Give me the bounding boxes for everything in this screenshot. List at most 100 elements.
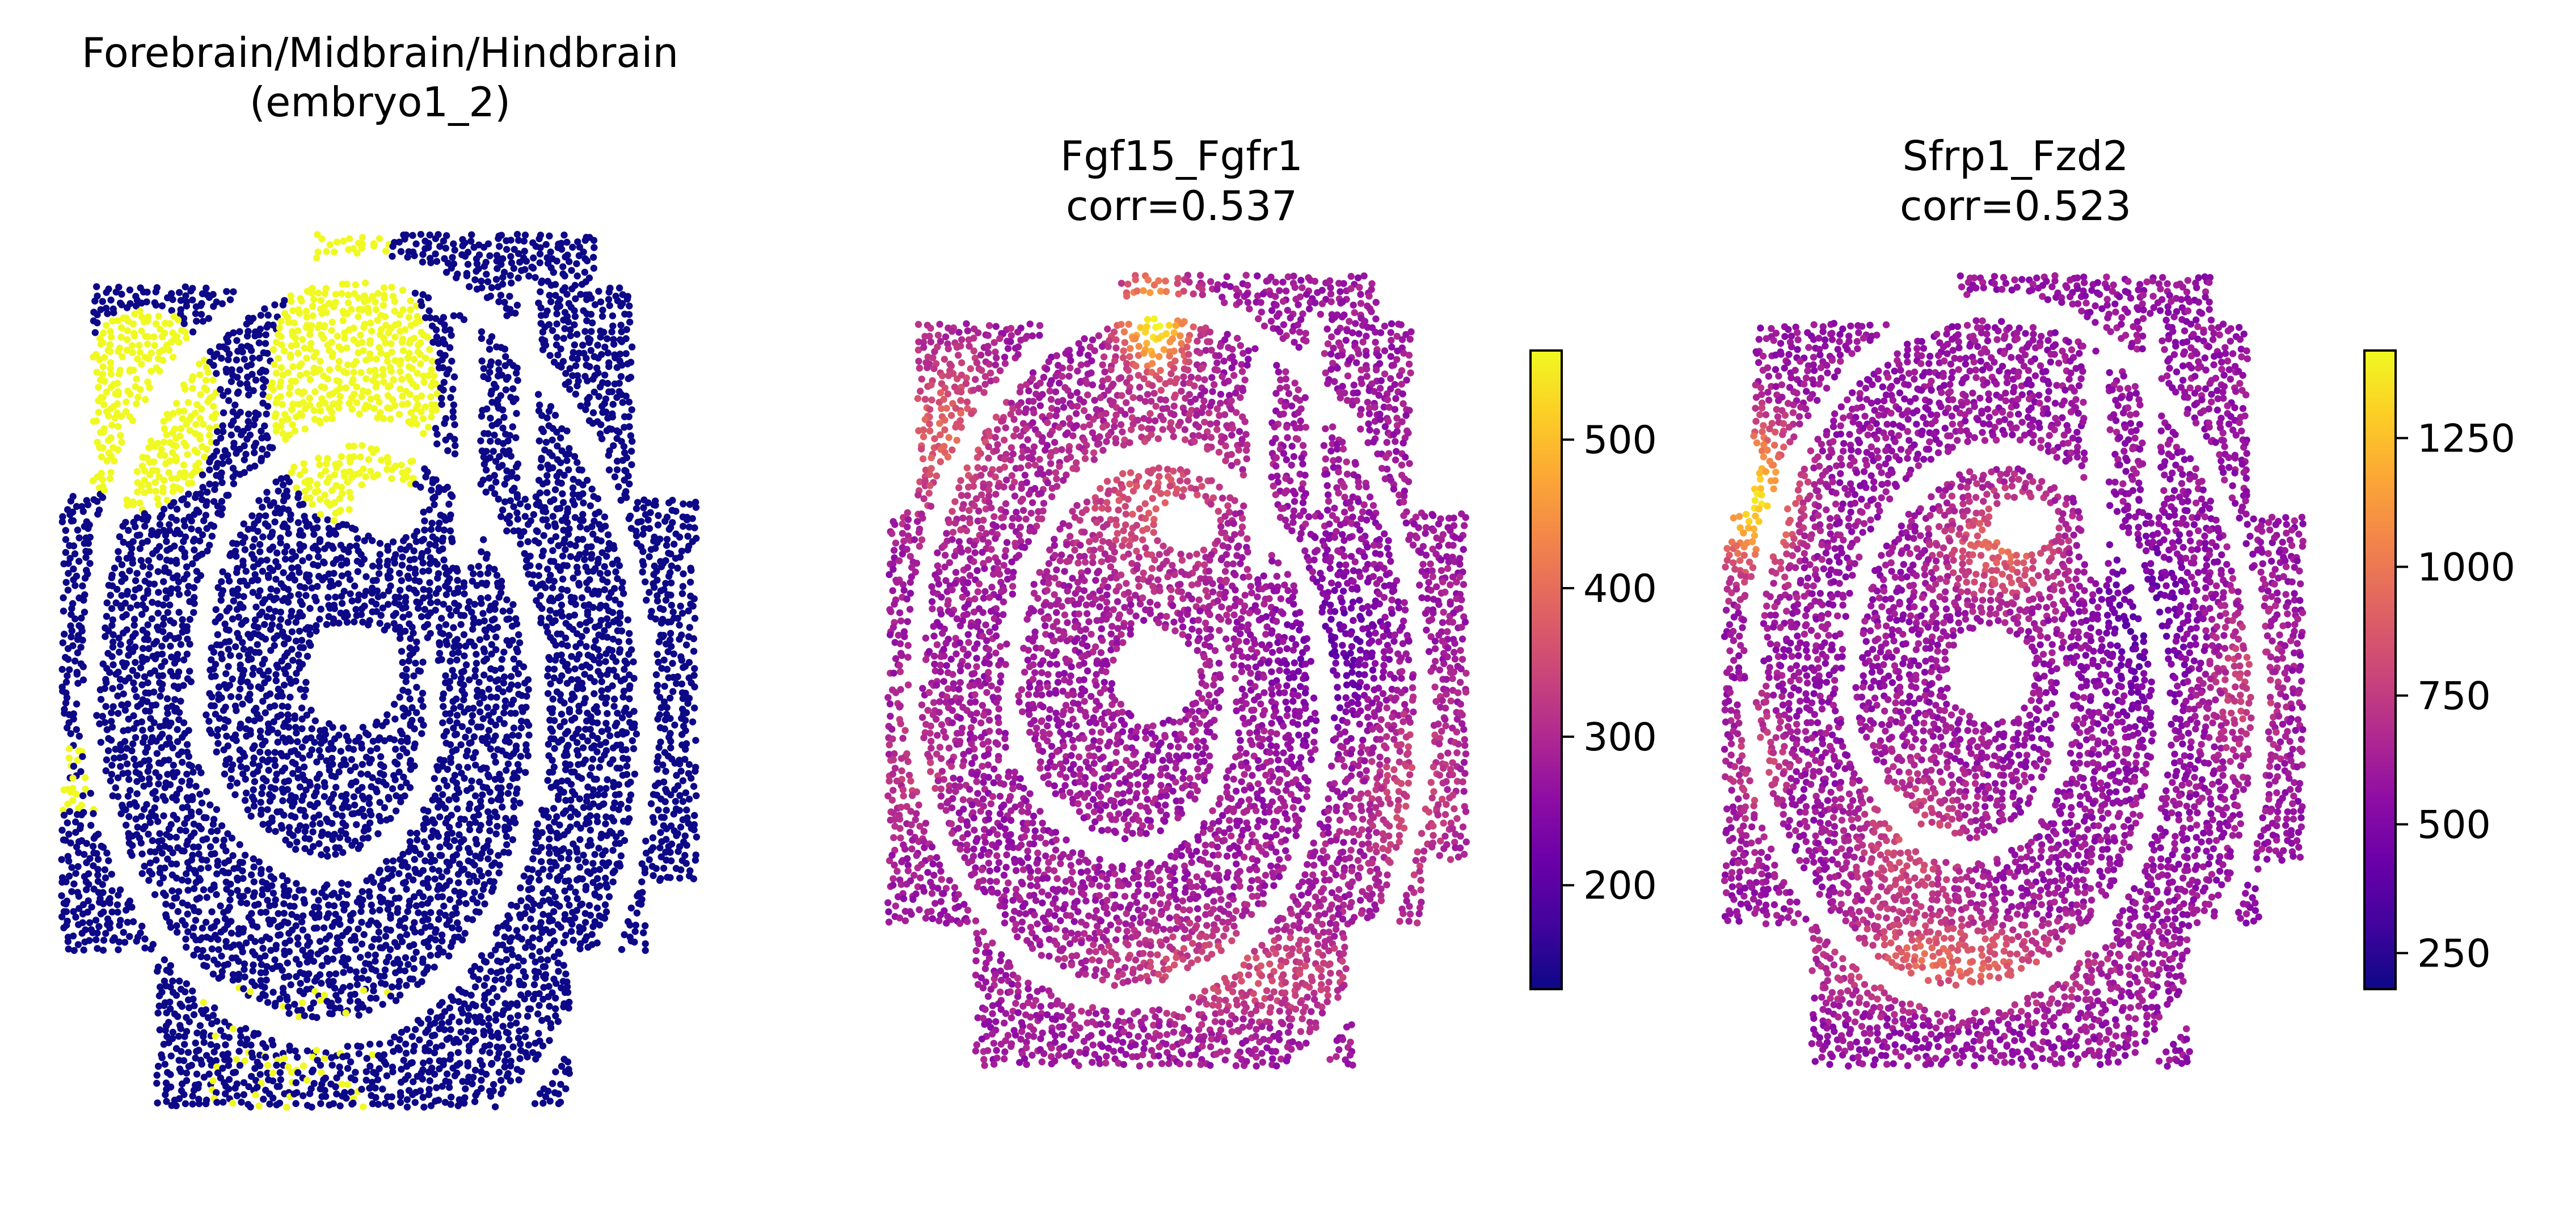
spot [335, 358, 343, 365]
spot [680, 500, 687, 508]
spot [145, 333, 152, 340]
spot [455, 763, 462, 771]
spot [222, 670, 230, 678]
spot [220, 746, 227, 754]
spot [601, 586, 609, 593]
spot [399, 347, 407, 354]
spot [256, 541, 264, 548]
spot [557, 434, 564, 442]
spot [439, 791, 446, 799]
spot [247, 361, 255, 369]
spot [496, 243, 503, 250]
spot [503, 841, 511, 848]
spot [435, 784, 442, 792]
spot [214, 726, 222, 733]
spot [150, 689, 158, 696]
spot [301, 405, 309, 412]
spot [419, 658, 427, 666]
spot [159, 620, 167, 628]
spot [446, 685, 453, 692]
spot [558, 601, 566, 609]
spot [543, 414, 551, 421]
spot [284, 619, 292, 626]
spot [431, 775, 438, 782]
spot [568, 267, 575, 274]
spot [574, 555, 581, 562]
spot [231, 401, 239, 409]
spot [139, 727, 146, 734]
spot [682, 745, 689, 753]
spot [197, 391, 204, 398]
spot [174, 673, 181, 680]
spot [177, 425, 185, 432]
spot [158, 759, 165, 767]
spot [203, 814, 210, 822]
spot [591, 301, 599, 309]
spot [460, 836, 467, 843]
spot [553, 334, 560, 341]
spot [549, 584, 556, 592]
spot [313, 627, 320, 635]
spot [330, 400, 338, 408]
spot [303, 522, 311, 530]
spot [389, 866, 397, 873]
spot [65, 754, 73, 762]
spot [503, 375, 511, 383]
spot [125, 526, 132, 534]
spot [633, 505, 640, 512]
spot [350, 390, 358, 398]
spot [107, 370, 115, 378]
spot [678, 680, 686, 688]
spot [146, 707, 153, 715]
spot [264, 729, 272, 736]
spot [239, 619, 246, 627]
spot [626, 480, 633, 488]
spot [588, 792, 596, 800]
spot [440, 237, 448, 245]
spot [571, 611, 578, 619]
spot [676, 621, 683, 629]
spot [123, 590, 131, 598]
spot [146, 487, 154, 495]
spot [226, 638, 233, 645]
spot [169, 744, 176, 752]
spot [310, 353, 318, 361]
spot [516, 799, 524, 807]
spatial-scatter [58, 231, 701, 1111]
spot [272, 369, 280, 377]
spot [305, 577, 313, 585]
spot [330, 517, 338, 525]
spot [92, 832, 99, 839]
spot [506, 607, 513, 615]
spot [413, 683, 420, 691]
spot [285, 478, 293, 486]
spot [346, 458, 354, 466]
spot [350, 793, 358, 801]
spot [203, 386, 210, 394]
spot [460, 696, 467, 704]
spot [404, 354, 411, 362]
spot [261, 305, 268, 313]
spot [192, 310, 200, 318]
spot [543, 472, 551, 479]
spot [271, 635, 278, 643]
spot [513, 620, 521, 628]
spot [654, 521, 662, 529]
spot [249, 745, 256, 752]
spot [91, 297, 99, 305]
spot [389, 252, 396, 260]
spot [245, 410, 252, 418]
spot [278, 657, 285, 665]
spot [427, 599, 435, 606]
spot [240, 645, 247, 653]
spot [438, 852, 445, 859]
spot [180, 719, 188, 727]
spot [276, 509, 284, 517]
spot [674, 564, 681, 572]
spot [551, 281, 559, 288]
spot [228, 834, 236, 842]
spot [129, 633, 137, 640]
spot [103, 679, 110, 686]
spot [233, 779, 241, 787]
spot [264, 349, 271, 357]
